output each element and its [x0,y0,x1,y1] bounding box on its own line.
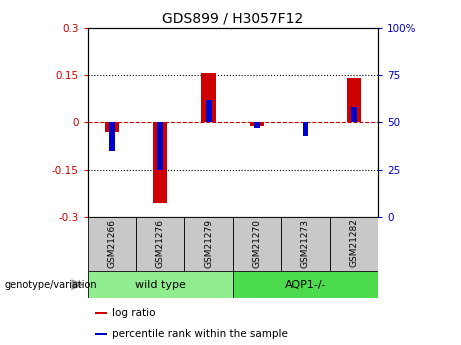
Bar [233,271,378,298]
Text: percentile rank within the sample: percentile rank within the sample [112,329,288,339]
Text: GSM21279: GSM21279 [204,218,213,267]
Title: GDS899 / H3057F12: GDS899 / H3057F12 [162,11,303,25]
Text: wild type: wild type [135,280,186,289]
Bar [351,107,357,122]
Bar [109,122,115,151]
Bar [281,217,330,271]
Bar [254,122,260,128]
Text: GSM21273: GSM21273 [301,218,310,267]
Text: GSM21282: GSM21282 [349,219,358,267]
Bar [105,122,119,132]
Bar [330,217,378,271]
Bar [157,122,163,170]
Bar [184,217,233,271]
Text: AQP1-/-: AQP1-/- [284,280,326,289]
Bar [136,217,184,271]
Text: log ratio: log ratio [112,308,156,318]
Polygon shape [71,279,84,290]
Bar [201,73,216,122]
Bar [95,312,107,314]
Text: GSM21266: GSM21266 [107,218,116,267]
Text: GSM21270: GSM21270 [253,218,261,267]
Text: genotype/variation: genotype/variation [5,280,97,289]
Text: GSM21276: GSM21276 [156,218,165,267]
Bar [95,333,107,335]
Bar [206,100,212,122]
Bar [88,217,136,271]
Bar [233,217,281,271]
Bar [347,78,361,122]
Bar [250,122,264,126]
Bar [153,122,167,203]
Bar [302,122,308,136]
Bar [88,271,233,298]
